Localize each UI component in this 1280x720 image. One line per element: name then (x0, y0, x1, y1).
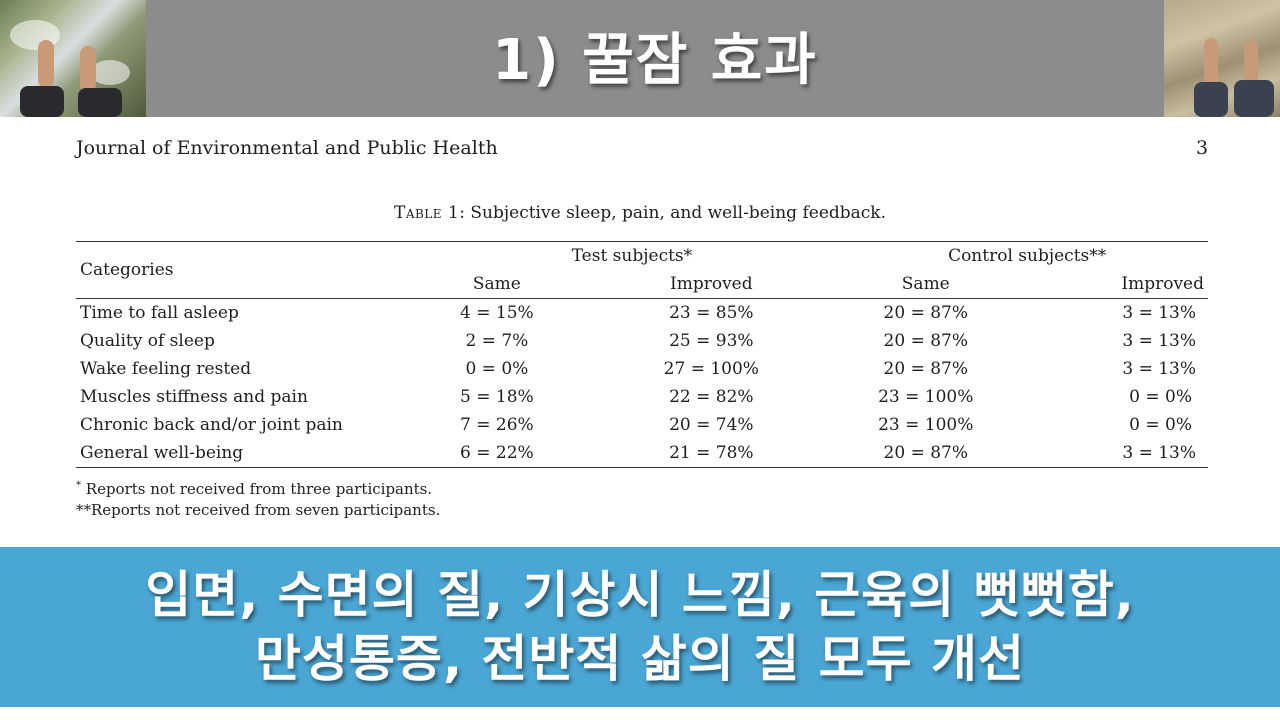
table-caption-text: : Subjective sleep, pain, and well-being… (459, 203, 887, 223)
barefoot-photo-right (1164, 0, 1280, 117)
table-footnotes: * Reports not received from three partic… (76, 475, 440, 521)
cell-value: 20 = 87% (846, 439, 1006, 468)
cell-value: 22 = 82% (669, 387, 754, 407)
cell-value: 23 = 85% (669, 303, 754, 323)
table-subheader-row: Same Improved Same Improved (76, 270, 1208, 299)
cell-value: 7 = 26% (460, 415, 534, 435)
categories-header: Categories (76, 241, 418, 299)
subheader-control-improved: Improved (1005, 270, 1208, 299)
control-subjects-header: Control subjects** (846, 241, 1208, 270)
cell-value: 0 = 0% (465, 359, 529, 379)
header-banner: 1) 꿀잠 효과 (146, 0, 1164, 117)
subheader-test-same: Same (417, 270, 577, 299)
cell-value: 23 = 100% (878, 387, 974, 407)
test-subjects-header: Test subjects* (417, 241, 847, 270)
cell-value: 0 = 0% (1129, 387, 1192, 407)
cell-value: 20 = 87% (883, 331, 968, 351)
summary-line-1: 입면, 수면의 질, 기상시 느낌, 근육의 뻣뻣함, (145, 566, 1135, 624)
cell-value: 3 = 13% (1122, 359, 1196, 379)
cell-value: 20 = 74% (669, 415, 754, 435)
summary-line-2: 만성통증, 전반적 삶의 질 모두 개선 (254, 630, 1026, 688)
footnote: * Reports not received from three partic… (76, 475, 440, 500)
row-category: Time to fall asleep (80, 303, 239, 323)
row-category: Muscles stiffness and pain (80, 387, 308, 407)
cell-value: 6 = 22% (417, 439, 577, 468)
summary-banner: 입면, 수면의 질, 기상시 느낌, 근육의 뻣뻣함, 만성통증, 전반적 삶의… (0, 547, 1280, 707)
cell-value: 0 = 0% (1129, 415, 1192, 435)
table-row: Muscles stiffness and pain 5 = 18% 22 = … (76, 383, 1208, 411)
row-category: General well-being (76, 439, 418, 468)
page-number: 3 (1196, 137, 1209, 159)
table-row: General well-being 6 = 22% 21 = 78% 20 =… (76, 439, 1208, 468)
cell-value: 5 = 18% (460, 387, 534, 407)
table-caption: Table 1: Subjective sleep, pain, and wel… (0, 203, 1280, 223)
row-category: Chronic back and/or joint pain (80, 415, 343, 435)
footnote-mark: ** (76, 501, 91, 519)
cell-value: 25 = 93% (669, 331, 754, 351)
table-row: Time to fall asleep 4 = 15% 23 = 85% 20 … (76, 299, 1208, 328)
row-category: Quality of sleep (80, 331, 215, 351)
cell-value: 3 = 13% (1005, 439, 1208, 468)
footnote-text: Reports not received from seven particip… (91, 501, 441, 519)
journal-name: Journal of Environmental and Public Heal… (76, 137, 498, 159)
cell-value: 27 = 100% (663, 359, 759, 379)
table-row: Chronic back and/or joint pain 7 = 26% 2… (76, 411, 1208, 439)
cell-value: 3 = 13% (1122, 303, 1196, 323)
subheader-control-same: Same (846, 270, 1006, 299)
footnote: **Reports not received from seven partic… (76, 500, 440, 521)
footnote-mark: * (76, 480, 81, 491)
table-header-row: Categories Test subjects* Control subjec… (76, 241, 1208, 299)
cell-value: 21 = 78% (576, 439, 847, 468)
cell-value: 4 = 15% (460, 303, 534, 323)
subheader-test-improved: Improved (576, 270, 847, 299)
cell-value: 20 = 87% (883, 303, 968, 323)
feedback-table: Categories Test subjects* Control subjec… (76, 241, 1208, 468)
cell-value: 3 = 13% (1122, 331, 1196, 351)
footnote-text: Reports not received from three particip… (85, 480, 433, 498)
barefoot-photo-left (0, 0, 146, 117)
header-title: 1) 꿀잠 효과 (492, 28, 818, 93)
row-category: Wake feeling rested (80, 359, 252, 379)
table-caption-label: Table 1 (393, 203, 460, 223)
cell-value: 23 = 100% (878, 415, 974, 435)
cell-value: 20 = 87% (883, 359, 968, 379)
table-row: Wake feeling rested 0 = 0% 27 = 100% 20 … (76, 355, 1208, 383)
table-row: Quality of sleep 2 = 7% 25 = 93% 20 = 87… (76, 327, 1208, 355)
cell-value: 2 = 7% (465, 331, 529, 351)
paper-excerpt: Journal of Environmental and Public Heal… (0, 117, 1280, 547)
